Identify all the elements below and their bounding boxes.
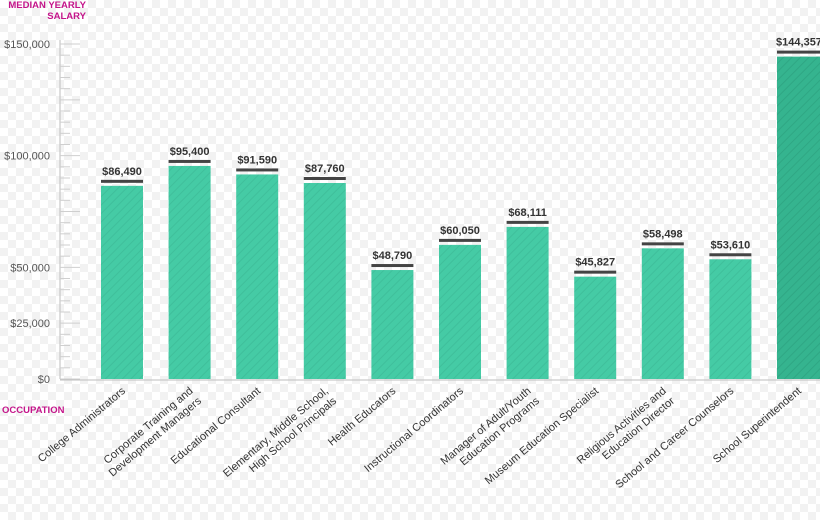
bar-cap <box>574 270 617 274</box>
x-axis-title: OCCUPATION <box>2 405 65 416</box>
bar-value-label: $87,760 <box>305 163 345 175</box>
y-tick-label: $100,000 <box>4 151 50 163</box>
bar <box>777 56 820 380</box>
category-label-line: High School Principals <box>247 395 339 475</box>
bar-cap <box>439 238 481 242</box>
y-tick-label: $50,000 <box>10 262 50 274</box>
bar <box>641 248 684 379</box>
bar <box>709 259 752 379</box>
bar-cap <box>371 264 414 268</box>
bar-cap <box>236 168 279 172</box>
bar-group: $48,790 <box>371 250 414 379</box>
y-axis: $0 $25,000 $50,000 $100,000 $150,000 <box>4 39 820 386</box>
bar-group: $91,590 <box>236 154 279 379</box>
bar-group: $86,490 <box>101 166 143 379</box>
bar-group: $60,050 <box>439 225 481 379</box>
bar-cap <box>168 159 211 163</box>
y-tick-label: $150,000 <box>4 39 50 51</box>
category-label-line: Development Managers <box>107 395 205 480</box>
bar-value-label: $53,610 <box>711 239 751 251</box>
x-axis-title: OCCUPATION <box>2 405 65 416</box>
bar <box>303 183 346 379</box>
bars: $86,490 $95,400 $91,590 $87,760 $48,790 $60,0… <box>101 37 820 380</box>
bar-cap <box>101 179 143 183</box>
bar <box>168 165 211 379</box>
bar <box>101 185 143 379</box>
bar-value-label: $95,400 <box>170 146 210 158</box>
bar-value-label: $86,490 <box>102 166 142 178</box>
bar-cap <box>777 50 820 54</box>
bar-group: $68,111 <box>506 207 549 379</box>
bar-value-label: $60,050 <box>440 225 480 237</box>
bar-group: $58,498 <box>641 228 684 379</box>
bar <box>506 226 549 379</box>
bar-group: $95,400 <box>168 146 211 379</box>
bar-value-label: $58,498 <box>643 228 683 240</box>
bar-cap <box>506 220 549 224</box>
bar-value-label: $91,590 <box>237 154 277 166</box>
category-label-line: Health Educators <box>326 385 399 449</box>
bar-value-label: $68,111 <box>508 207 547 219</box>
y-tick-label: $0 <box>38 374 50 386</box>
category-label: Health Educators <box>326 385 399 449</box>
bar-group: $53,610 <box>709 239 752 379</box>
y-axis-title-line: MEDIAN YEARLY <box>8 0 86 11</box>
bar-value-label: $144,357 <box>776 37 820 49</box>
bar-group: $45,827 <box>574 257 617 379</box>
bar-cap <box>303 177 346 181</box>
bar-cap <box>641 242 684 246</box>
y-tick-label: $25,000 <box>10 318 50 330</box>
bar-value-label: $48,790 <box>373 250 413 262</box>
bar <box>574 276 617 379</box>
bar <box>439 244 481 379</box>
bar-cap <box>709 253 752 257</box>
bar <box>371 270 414 379</box>
bar-group: $87,760 <box>303 163 346 379</box>
y-axis-title-line: SALARY <box>47 11 86 22</box>
bar-value-label: $45,827 <box>575 257 615 269</box>
bar-group: $144,357 <box>776 37 820 380</box>
bar <box>236 174 279 379</box>
